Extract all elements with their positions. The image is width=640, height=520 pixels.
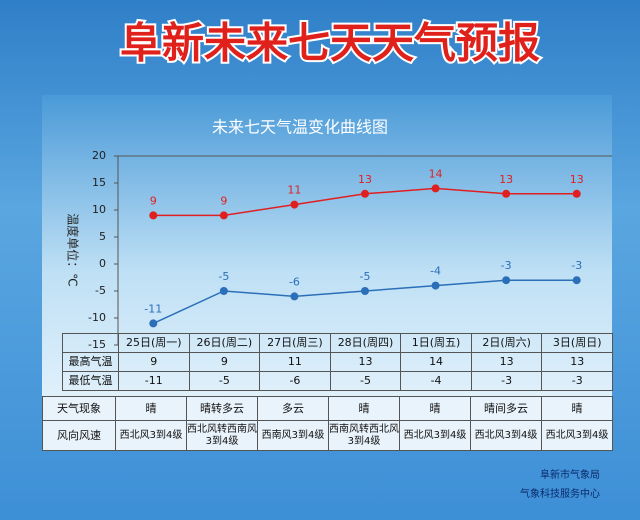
point — [431, 281, 440, 290]
temp-table: 25日(周一) 26日(周二) 27日(周三) 28日(周四) 1日(周五) 2日(周六)… — [62, 333, 613, 391]
data-label: -3 — [501, 259, 512, 272]
row-label: 最低气温 — [63, 372, 119, 391]
cell: 西北风3到4级 — [542, 421, 613, 451]
cell: 晴 — [116, 397, 187, 421]
cell: -3 — [542, 372, 613, 391]
data-label: -6 — [289, 275, 300, 288]
cell: 西北风3到4级 — [116, 421, 187, 451]
footer-line: 阜新市气象局 — [540, 470, 600, 481]
data-label: -4 — [430, 265, 441, 278]
point — [361, 189, 369, 198]
chart-title: 未来七天气温变化曲线图 — [212, 118, 388, 137]
corner — [63, 334, 119, 353]
row-label: 天气现象 — [43, 397, 116, 421]
y-tick-label: -5 — [95, 284, 106, 297]
y-tick-label: 0 — [99, 257, 106, 270]
point — [502, 189, 511, 198]
cell: 晴 — [542, 397, 613, 421]
point — [219, 211, 228, 220]
cell: 13 — [471, 353, 543, 372]
cell: 西北风3到4级 — [471, 421, 542, 451]
point — [219, 287, 228, 295]
y-tick-label: -10 — [88, 311, 106, 324]
cell: 13 — [330, 353, 402, 372]
x-tick-label: 2日(周六) — [471, 334, 543, 353]
y-axis-label: 温度单位：℃ — [66, 213, 81, 286]
x-tick-label: 28日(周四) — [330, 334, 402, 353]
data-label: 13 — [570, 173, 584, 186]
y-tick-label: 20 — [92, 149, 106, 162]
cell: -5 — [330, 372, 402, 391]
y-tick-label: 15 — [92, 176, 106, 189]
point — [149, 319, 158, 328]
page-title: 阜新未来七天天气预报 — [120, 19, 540, 68]
point — [290, 200, 299, 209]
row-label: 风向风速 — [43, 421, 116, 451]
y-tick-label: 5 — [99, 230, 106, 243]
cell: -6 — [260, 372, 331, 391]
cell: 9 — [189, 353, 261, 372]
data-label: 9 — [220, 194, 227, 207]
y-tick-label: 10 — [92, 203, 106, 216]
cell: 西北风3到4级 — [400, 421, 471, 451]
data-label: 13 — [358, 173, 372, 186]
cell: -5 — [189, 372, 261, 391]
data-label: -11 — [144, 302, 162, 315]
x-tick-label: 3日(周日) — [542, 334, 613, 353]
cell: 西南风3到4级 — [258, 421, 329, 451]
point — [572, 276, 581, 285]
x-tick-label: 1日(周五) — [401, 334, 472, 353]
cell: 晴 — [400, 397, 471, 421]
y-tick-label: -15 — [88, 338, 106, 351]
cell: 9 — [119, 353, 190, 372]
cell: 西南风转西北风3到4级 — [329, 421, 400, 451]
data-label: -5 — [218, 270, 229, 283]
point — [290, 292, 299, 301]
x-tick-label: 26日(周二) — [189, 334, 261, 353]
x-tick-label: 25日(周一) — [119, 334, 190, 353]
cell: -11 — [119, 372, 190, 391]
cell: 11 — [260, 353, 331, 372]
data-label: -5 — [360, 270, 371, 283]
point — [361, 287, 369, 295]
cell: 13 — [542, 353, 613, 372]
footer-line: 气象科技服务中心 — [520, 489, 600, 500]
weather-table: 天气现象晴晴转多云 多云晴晴晴间多云晴风向风速 西北风3到4级 西北风转西南风3到4级… — [42, 396, 613, 451]
point — [431, 184, 440, 193]
data-label: 9 — [150, 194, 157, 207]
cell: 晴间多云 — [471, 397, 542, 421]
point — [572, 189, 581, 198]
point — [149, 211, 158, 220]
x-tick-label: 27日(周三) — [260, 334, 331, 353]
cell: 晴转多云 — [187, 397, 258, 421]
data-label: 13 — [499, 173, 513, 186]
data-label: 11 — [287, 184, 301, 197]
cell: -3 — [471, 372, 543, 391]
cell: 多云 — [258, 397, 329, 421]
row-label: 最高气温 — [63, 353, 119, 372]
cell: 晴 — [329, 397, 400, 421]
cell: 14 — [401, 353, 472, 372]
data-label: 14 — [429, 167, 443, 180]
point — [502, 276, 511, 285]
data-label: -3 — [571, 259, 582, 272]
cell: 西北风转西南风3到4级 — [187, 421, 258, 451]
cell: -4 — [401, 372, 472, 391]
